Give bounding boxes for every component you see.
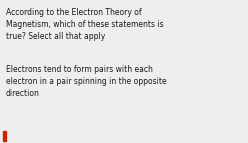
Text: According to the Electron Theory of
Magnetism, which of these statements is
true: According to the Electron Theory of Magn… [6, 8, 164, 41]
Text: Electrons tend to form pairs with each
electron in a pair spinning in the opposi: Electrons tend to form pairs with each e… [6, 65, 167, 98]
Bar [3, 131, 6, 141]
